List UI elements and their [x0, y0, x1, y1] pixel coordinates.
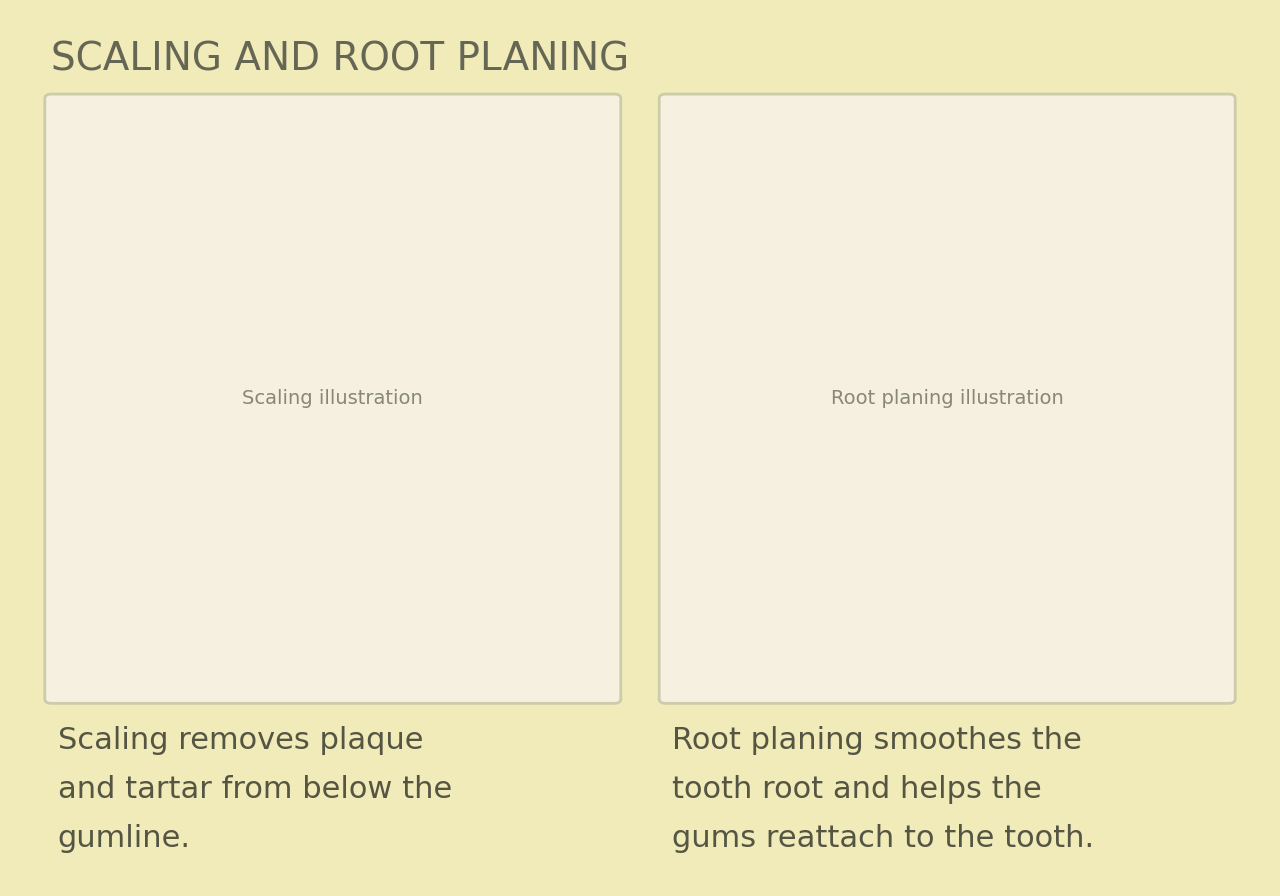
Text: gumline.: gumline. — [58, 824, 191, 853]
Text: Root planing illustration: Root planing illustration — [831, 389, 1064, 409]
Text: Scaling removes plaque: Scaling removes plaque — [58, 726, 424, 754]
Text: gums reattach to the tooth.: gums reattach to the tooth. — [672, 824, 1094, 853]
Text: tooth root and helps the: tooth root and helps the — [672, 775, 1042, 804]
FancyBboxPatch shape — [45, 94, 621, 703]
FancyBboxPatch shape — [659, 94, 1235, 703]
Text: Scaling illustration: Scaling illustration — [242, 389, 424, 409]
Text: and tartar from below the: and tartar from below the — [58, 775, 452, 804]
Text: SCALING AND ROOT PLANING: SCALING AND ROOT PLANING — [51, 40, 630, 78]
Text: Root planing smoothes the: Root planing smoothes the — [672, 726, 1082, 754]
